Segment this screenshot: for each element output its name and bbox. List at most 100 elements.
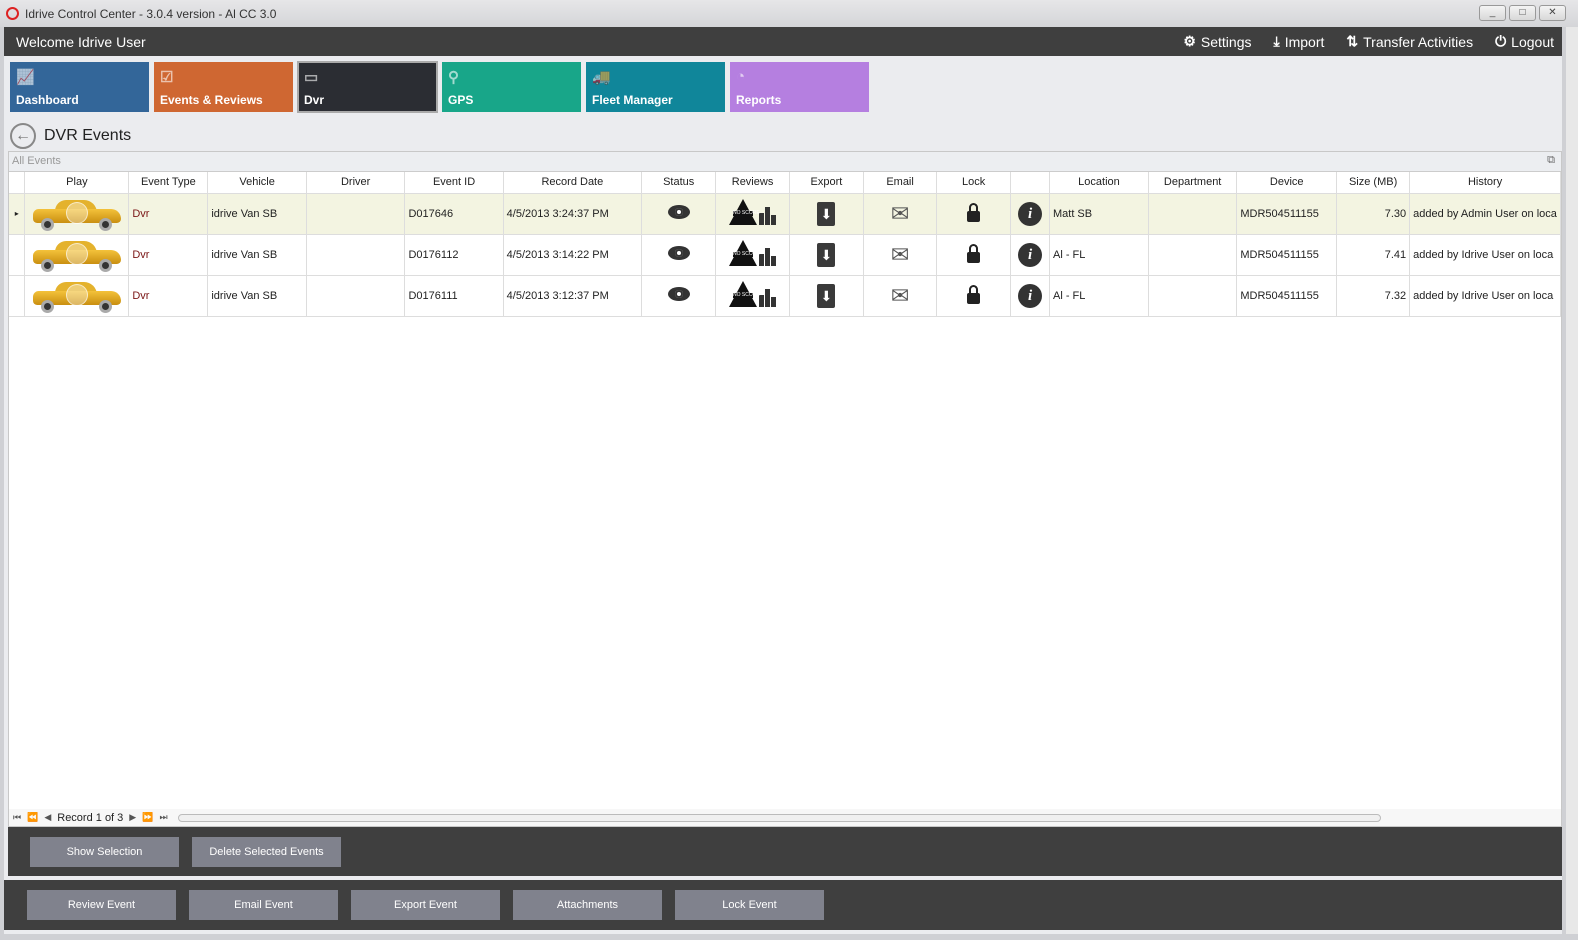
column-header[interactable]: Email bbox=[863, 172, 938, 194]
minimize-button[interactable]: _ bbox=[1479, 5, 1506, 21]
close-button[interactable]: ✕ bbox=[1539, 5, 1566, 21]
info-cell[interactable]: i bbox=[1010, 193, 1050, 235]
import-button[interactable]: ⤓ Import bbox=[1274, 33, 1325, 50]
horizontal-scrollbar[interactable] bbox=[177, 813, 1381, 822]
export-cell[interactable]: ⬇ bbox=[789, 193, 865, 235]
row-indicator[interactable] bbox=[9, 275, 26, 317]
cell-location: Al - FL bbox=[1049, 234, 1149, 276]
envelope-icon: ✉ bbox=[890, 200, 910, 226]
column-header[interactable]: Event Type bbox=[128, 172, 209, 194]
table-row[interactable]: ▸ Dvr idrive Van SB D017646 4/5/2013 3:24:37… bbox=[9, 193, 1561, 235]
logout-button[interactable]: ⏻ Logout bbox=[1495, 33, 1554, 50]
tile-reports[interactable]: ◔ Reports bbox=[730, 62, 869, 112]
tile-dashboard[interactable]: 📈 Dashboard bbox=[10, 62, 149, 112]
settings-button[interactable]: ⚙ Settings bbox=[1183, 33, 1251, 50]
column-header[interactable]: Play bbox=[24, 172, 130, 194]
export-cell[interactable]: ⬇ bbox=[789, 275, 865, 317]
column-header[interactable]: Lock bbox=[936, 172, 1012, 194]
cell-type: Dvr bbox=[128, 234, 209, 276]
cell-id: D0176111 bbox=[404, 275, 504, 317]
column-header[interactable]: Department bbox=[1148, 172, 1238, 194]
review-event-button[interactable]: Review Event bbox=[27, 890, 176, 920]
table-row[interactable]: Dvr idrive Van SB D0176111 4/5/2013 3:12:37… bbox=[9, 275, 1561, 317]
reviews-cell[interactable]: NO SCORE bbox=[715, 275, 790, 317]
lock-event-button[interactable]: Lock Event bbox=[675, 890, 824, 920]
prev-record-button[interactable]: ◀ bbox=[44, 812, 52, 822]
info-icon: i bbox=[1018, 242, 1043, 267]
play-thumbnail[interactable] bbox=[24, 193, 130, 235]
lock-icon bbox=[967, 243, 981, 263]
tile-fleet-manager[interactable]: 🚚 Fleet Manager bbox=[586, 62, 725, 112]
tile-gps[interactable]: ⚲ GPS bbox=[442, 62, 581, 112]
vehicles-icon: 🚚 bbox=[592, 69, 611, 86]
lock-cell[interactable] bbox=[936, 193, 1012, 235]
next-record-button[interactable]: ▶ bbox=[129, 812, 137, 822]
lock-cell[interactable] bbox=[936, 275, 1012, 317]
last-page-button[interactable]: ⏭ bbox=[159, 812, 168, 822]
tile-events-reviews[interactable]: ☑ Events & Reviews bbox=[154, 62, 293, 112]
tile-dvr[interactable]: ▭ Dvr bbox=[297, 61, 438, 113]
maximize-button[interactable]: □ bbox=[1509, 5, 1536, 21]
play-thumbnail[interactable] bbox=[24, 234, 130, 276]
next-page-button[interactable]: ⏩ bbox=[142, 812, 154, 822]
back-arrow-icon[interactable]: ← bbox=[10, 122, 36, 149]
cell-location: Matt SB bbox=[1049, 193, 1149, 235]
row-indicator[interactable]: ▸ bbox=[9, 193, 26, 235]
column-header[interactable]: Size (MB) bbox=[1336, 172, 1411, 194]
top-bar: Welcome Idrive User ⚙ Settings ⤓ Import ⇅ T… bbox=[4, 27, 1562, 56]
email-cell[interactable]: ✉ bbox=[863, 193, 938, 235]
column-header[interactable]: History bbox=[1409, 172, 1561, 194]
first-page-button[interactable]: ⏮ bbox=[13, 812, 22, 822]
play-thumbnail[interactable] bbox=[24, 275, 130, 317]
info-cell[interactable]: i bbox=[1010, 234, 1050, 276]
column-header[interactable]: Status bbox=[641, 172, 717, 194]
tile-label: Events & Reviews bbox=[160, 93, 263, 107]
reviews-cell[interactable]: NO SCORE bbox=[715, 234, 790, 276]
column-header[interactable]: Reviews bbox=[715, 172, 790, 194]
restore-icon[interactable]: ⧉ bbox=[1547, 154, 1555, 166]
settings-label: Settings bbox=[1200, 33, 1252, 50]
column-header[interactable]: Driver bbox=[306, 172, 406, 194]
prev-page-button[interactable]: ⏪ bbox=[27, 812, 39, 822]
email-event-button[interactable]: Email Event bbox=[189, 890, 338, 920]
status-cell[interactable] bbox=[641, 275, 717, 317]
cell-vehicle: idrive Van SB bbox=[207, 193, 307, 235]
tile-label: GPS bbox=[448, 93, 474, 107]
column-header[interactable]: Export bbox=[789, 172, 865, 194]
attachments-button[interactable]: Attachments bbox=[513, 890, 662, 920]
chart-icon: 📈 bbox=[16, 69, 35, 86]
column-header[interactable]: Device bbox=[1236, 172, 1338, 194]
status-cell[interactable] bbox=[641, 234, 717, 276]
show-selection-button[interactable]: Show Selection bbox=[30, 836, 179, 867]
lock-cell[interactable] bbox=[936, 234, 1012, 276]
cell-device: MDR504511155 bbox=[1236, 234, 1338, 276]
email-cell[interactable]: ✉ bbox=[863, 275, 938, 317]
column-header[interactable]: Location bbox=[1049, 172, 1149, 194]
email-cell[interactable]: ✉ bbox=[863, 234, 938, 276]
export-download-icon: ⬇ bbox=[817, 201, 836, 226]
envelope-icon: ✉ bbox=[890, 282, 910, 308]
info-cell[interactable]: i bbox=[1010, 275, 1050, 317]
export-event-button[interactable]: Export Event bbox=[351, 890, 500, 920]
table-row[interactable]: Dvr idrive Van SB D0176112 4/5/2013 3:14:22… bbox=[9, 234, 1561, 276]
lock-icon bbox=[967, 202, 981, 222]
column-header[interactable]: Record Date bbox=[503, 172, 643, 194]
column-header[interactable] bbox=[1010, 172, 1050, 194]
reviews-cell[interactable]: NO SCORE bbox=[715, 193, 790, 235]
vertical-scrollbar[interactable] bbox=[1566, 27, 1578, 934]
car-play-icon bbox=[29, 278, 125, 314]
status-cell[interactable] bbox=[641, 193, 717, 235]
export-cell[interactable]: ⬇ bbox=[789, 234, 865, 276]
cell-date: 4/5/2013 3:24:37 PM bbox=[503, 193, 643, 235]
delete-selected-events-button[interactable]: Delete Selected Events bbox=[192, 836, 341, 867]
car-play-icon bbox=[29, 237, 125, 273]
cell-id: D0176112 bbox=[404, 234, 504, 276]
column-header[interactable]: Vehicle bbox=[207, 172, 307, 194]
transfer-label: Transfer Activities bbox=[1363, 33, 1474, 50]
row-indicator[interactable] bbox=[9, 234, 26, 276]
no-score-label: NO SCORE bbox=[733, 210, 760, 216]
column-header[interactable]: Event ID bbox=[404, 172, 504, 194]
power-icon: ⏻ bbox=[1495, 33, 1507, 49]
transfer-activities-button[interactable]: ⇅ Transfer Activities bbox=[1346, 33, 1473, 50]
cell-vehicle: idrive Van SB bbox=[207, 234, 307, 276]
